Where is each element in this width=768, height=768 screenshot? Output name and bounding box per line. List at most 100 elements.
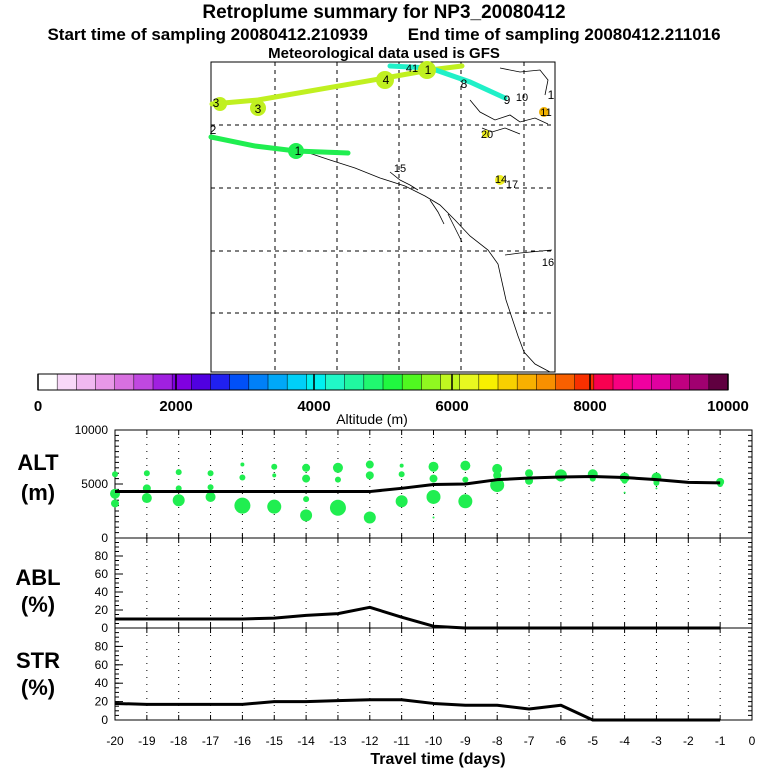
y-tick-label: 60 xyxy=(95,658,109,672)
scatter-point xyxy=(621,477,628,484)
colorbar-swatch xyxy=(95,374,116,390)
scatter-point xyxy=(207,484,214,491)
map-label: 17 xyxy=(506,179,518,191)
map-label: 15 xyxy=(394,163,406,175)
coastline xyxy=(499,67,549,96)
y-tick-label: 80 xyxy=(95,639,109,653)
scatter-point xyxy=(429,474,438,483)
scatter-point xyxy=(332,462,343,473)
x-tick-label: -2 xyxy=(683,734,694,748)
x-tick-label: 0 xyxy=(749,734,756,748)
map-label: 1 xyxy=(295,144,302,158)
x-tick-label: -12 xyxy=(361,734,379,748)
plume-blob xyxy=(482,130,490,138)
scatter-point xyxy=(302,474,311,483)
colorbar-swatch xyxy=(229,374,250,390)
map-label: 3 xyxy=(255,102,262,116)
colorbar-swatch xyxy=(402,374,422,390)
scatter-point xyxy=(271,463,278,470)
map-frame xyxy=(210,61,556,373)
x-tick-label: -11 xyxy=(393,734,410,748)
colorbar-tick-label: 8000 xyxy=(573,398,606,415)
scatter-point xyxy=(432,516,435,519)
x-tick-label: -8 xyxy=(492,734,503,748)
plume-blob xyxy=(250,100,266,116)
colorbar-swatch xyxy=(689,374,710,390)
y-tick-label: 20 xyxy=(95,603,109,617)
scatter-point xyxy=(398,471,405,478)
map-label: 1 xyxy=(425,63,432,77)
map-label: 1 xyxy=(548,88,555,102)
scatter-point xyxy=(426,489,441,504)
y-axis-label: ABL xyxy=(15,565,60,590)
colorbar-swatch xyxy=(363,374,384,390)
scatter-point xyxy=(303,496,310,503)
scatter-point xyxy=(428,461,439,472)
colorbar-swatch xyxy=(440,374,461,390)
met-data-label: Meteorological data used is GFS xyxy=(268,45,500,62)
colorbar-swatch xyxy=(344,374,365,390)
x-tick-label: -17 xyxy=(202,734,220,748)
plume-blob xyxy=(539,107,549,117)
y-tick-label: 40 xyxy=(95,676,109,690)
scatter-point xyxy=(111,499,119,508)
plume-blob xyxy=(495,175,505,185)
scatter-point xyxy=(207,470,214,477)
colorbar-swatch xyxy=(114,374,135,390)
y-tick-label: 5000 xyxy=(81,477,108,491)
scatter-point xyxy=(492,463,503,474)
colorbar-swatch xyxy=(191,374,211,390)
x-tick-label: -16 xyxy=(234,734,252,748)
x-tick-label: -1 xyxy=(715,734,726,748)
colorbar-swatch xyxy=(287,374,307,390)
map-label: 20 xyxy=(481,129,493,141)
colorbar-swatch xyxy=(613,374,633,390)
scatter-point xyxy=(234,497,251,514)
scatter-point xyxy=(329,499,346,516)
track-cyan xyxy=(387,63,508,101)
chart-title: Retroplume summary for NP3_20080412 xyxy=(202,2,566,23)
x-tick-label: -6 xyxy=(556,734,567,748)
y-axis-label: (m) xyxy=(21,480,55,505)
scatter-point xyxy=(623,491,626,494)
y-axis-label: (%) xyxy=(21,675,55,700)
coastline xyxy=(447,213,463,243)
x-axis-label: Travel time (days) xyxy=(370,751,505,768)
scatter-point xyxy=(239,474,246,481)
map-label: 14 xyxy=(495,174,507,186)
scatter-point xyxy=(175,469,182,476)
map-label: 11 xyxy=(540,107,551,119)
scatter-point xyxy=(240,462,245,467)
scatter-point xyxy=(365,471,374,480)
scatter-point xyxy=(395,495,408,508)
map-label: 3 xyxy=(213,96,220,110)
y-tick-label: 0 xyxy=(101,713,108,727)
x-tick-label: -4 xyxy=(619,734,630,748)
x-tick-label: -10 xyxy=(425,734,443,748)
scatter-point xyxy=(172,494,185,507)
panel-frame xyxy=(114,537,753,629)
end-time-label: End time of sampling 20080412.211016 xyxy=(407,25,721,44)
coastline xyxy=(469,99,549,125)
colorbar-swatch xyxy=(632,374,652,390)
scatter-point xyxy=(653,479,660,486)
scatter-point xyxy=(205,491,216,502)
x-tick-label: -5 xyxy=(587,734,598,748)
coastline xyxy=(389,171,419,191)
colorbar-swatch xyxy=(38,374,58,390)
colorbar-swatch xyxy=(133,374,154,390)
colorbar-swatch xyxy=(268,374,288,390)
colorbar-swatch xyxy=(574,374,595,390)
colorbar-swatch xyxy=(172,374,192,390)
plume-blob xyxy=(213,97,227,111)
alt-panel: 0 5000 10000 ALT (m) xyxy=(17,423,753,545)
colorbar-tick-label: 0 xyxy=(34,398,42,415)
colorbar-tick-label: 6000 xyxy=(435,398,468,415)
coastline xyxy=(429,199,445,225)
x-tick-label: -20 xyxy=(106,734,124,748)
x-tick-label: -14 xyxy=(297,734,315,748)
colorbar-tick-label: 4000 xyxy=(297,398,330,415)
scatter-point xyxy=(112,471,118,478)
colorbar-swatch xyxy=(651,374,671,390)
